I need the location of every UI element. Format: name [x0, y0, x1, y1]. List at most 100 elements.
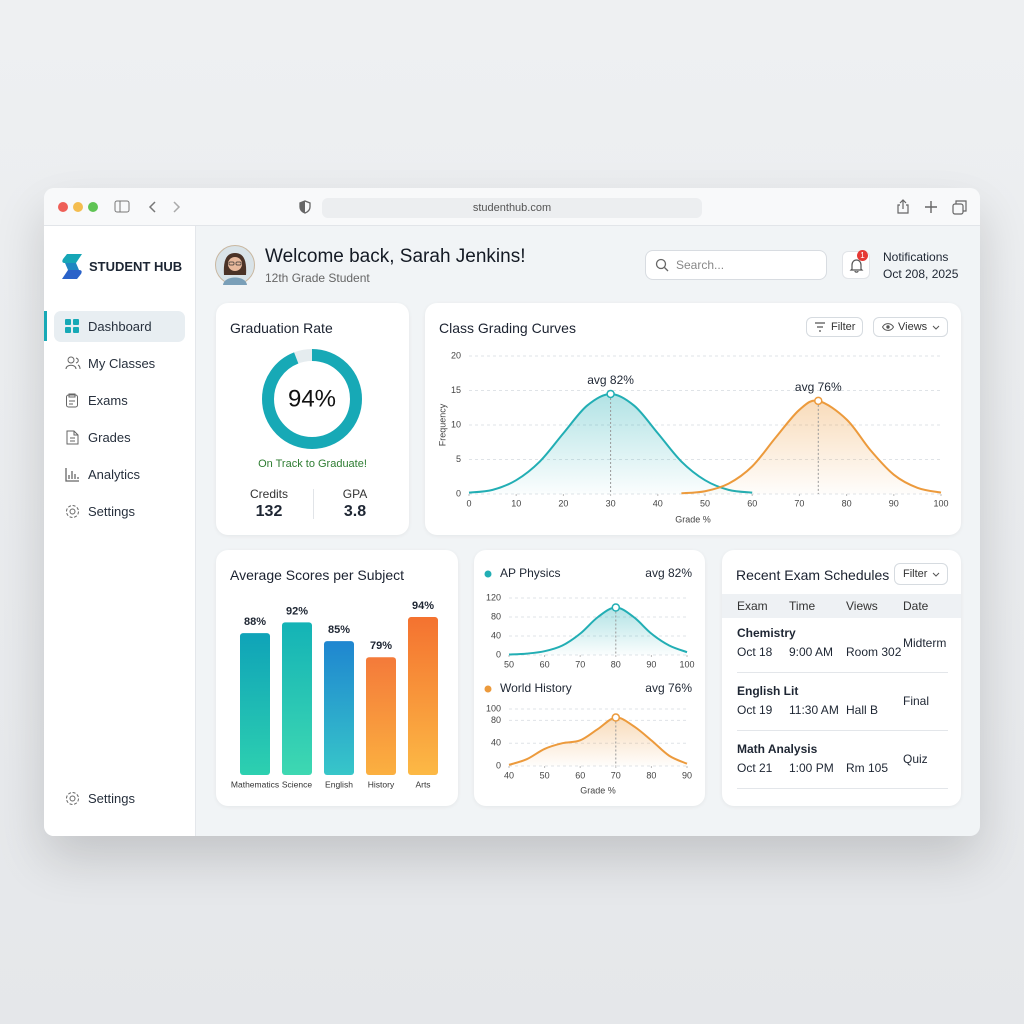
exam-date: Oct 21: [737, 761, 773, 775]
nav-item[interactable]: Analytics: [54, 459, 185, 490]
shield-icon: [299, 200, 311, 214]
nav-icon-part: [65, 327, 71, 333]
avatar-part: [228, 261, 235, 266]
curve-area: [509, 717, 687, 766]
x-tick-label: 10: [511, 498, 521, 508]
nav-icon: [66, 430, 79, 445]
column-header: Exam: [737, 599, 768, 613]
nav-icon-part: [65, 319, 71, 325]
nav-icon-part: [69, 508, 76, 515]
x-tick-label: 100: [933, 498, 948, 508]
annotation: avg 82%: [645, 566, 692, 580]
zoom-dot[interactable]: [88, 202, 98, 212]
brand-logo: [62, 254, 82, 279]
nav-icon-part: [66, 505, 79, 518]
bar-value-label: 79%: [370, 640, 392, 652]
x-tick-label: 40: [504, 770, 514, 780]
close-dot[interactable]: [58, 202, 68, 212]
exam-name: Math Analysis: [737, 742, 818, 756]
toolbar-actions-part: [955, 200, 967, 212]
nav-item[interactable]: My Classes: [54, 348, 185, 379]
curve-area: [509, 607, 687, 655]
exam-type: Quiz: [903, 752, 928, 766]
table-header: [722, 594, 961, 618]
column-header: Date: [903, 599, 929, 613]
toolbar-actions-part: [925, 201, 937, 213]
legend-label: AP Physics: [500, 566, 560, 580]
legend-marker: [484, 685, 492, 693]
nav-item[interactable]: Settings: [54, 783, 185, 814]
current-date: Oct 208, 2025: [883, 267, 959, 281]
nav-label: Grades: [88, 430, 131, 445]
chevron: [932, 325, 940, 330]
curve-line: [508, 716, 688, 766]
x-axis-label: Grade %: [580, 785, 616, 795]
bar-value-label: 92%: [286, 605, 308, 617]
x-axis-label: Grade %: [675, 514, 711, 524]
toolbar-icons-part: [173, 201, 181, 213]
x-tick-label: 50: [700, 498, 710, 508]
filter-button[interactable]: Filter: [894, 563, 948, 585]
card-title: Average Scores per Subject: [230, 567, 405, 583]
minimize-dot[interactable]: [73, 202, 83, 212]
avatar[interactable]: [215, 245, 255, 285]
bell-icon-part: [849, 259, 864, 273]
bar: [408, 617, 438, 775]
bar: [366, 657, 396, 775]
filter-button[interactable]: Filter: [806, 317, 863, 337]
nav-item[interactable]: Settings: [54, 496, 185, 527]
nav-item[interactable]: Grades: [54, 422, 185, 453]
shield-icon-part: [300, 201, 305, 213]
nav-icon: [65, 319, 79, 333]
x-tick-label: 20: [558, 498, 568, 508]
filter-icon-part: [815, 322, 825, 332]
y-axis-label: Frequency: [437, 403, 447, 446]
chevron: [932, 572, 940, 577]
toolbar-actions[interactable]: [895, 199, 970, 215]
nav-label: My Classes: [88, 356, 156, 371]
toolbar-icons[interactable]: [112, 199, 192, 215]
toolbar-icons-part: [114, 200, 130, 213]
scores-bar-chart: 88% Mathematics 92% Science 85% English 79% His…: [231, 600, 438, 789]
bar-value-label: 85%: [328, 624, 350, 636]
x-tick-label: 50: [504, 659, 514, 669]
nav-item[interactable]: Exams: [54, 385, 185, 416]
card-title: Graduation Rate: [230, 320, 333, 336]
exam-room: Rm 105: [846, 761, 889, 775]
exam-time: 1:00 PM: [789, 761, 834, 775]
avatar-part: [228, 257, 242, 271]
exams-card: [722, 550, 961, 806]
stat-label: Credits: [249, 487, 288, 501]
y-tick-label: 15: [451, 385, 461, 395]
curves-card: [425, 303, 961, 535]
nav-item[interactable]: Dashboard: [54, 311, 185, 342]
exam-name: Chemistry: [737, 626, 796, 640]
y-tick-label: 5: [456, 454, 461, 464]
brand-logo-part: [62, 254, 82, 263]
nav-icon-part: [66, 792, 79, 805]
curve-line: [681, 399, 942, 495]
views-button[interactable]: Views: [873, 317, 948, 337]
bar: [240, 633, 270, 775]
exam-type: Midterm: [903, 636, 947, 650]
nav-icon: [66, 505, 79, 518]
x-tick-label: 0: [466, 498, 471, 508]
nav-icon: [66, 792, 79, 805]
search-box[interactable]: Search...: [645, 250, 827, 280]
y-tick-label: 100: [486, 703, 501, 713]
column-header: Time: [789, 599, 816, 613]
eye-icon: [882, 323, 894, 331]
annotation: avg 76%: [645, 681, 692, 695]
curve-area: [681, 400, 941, 494]
address-bar[interactable]: studenthub.com: [322, 198, 702, 218]
search-icon-part: [664, 267, 669, 272]
peak-marker: [606, 389, 615, 399]
brand-name: STUDENT HUB: [89, 259, 183, 274]
x-tick-label: 50: [540, 770, 550, 780]
x-tick-label: 80: [611, 659, 621, 669]
x-tick-label: 80: [646, 770, 656, 780]
graduation-status: On Track to Graduate!: [258, 458, 367, 470]
y-tick-label: 80: [491, 715, 501, 725]
legend-label: World History: [500, 681, 572, 695]
